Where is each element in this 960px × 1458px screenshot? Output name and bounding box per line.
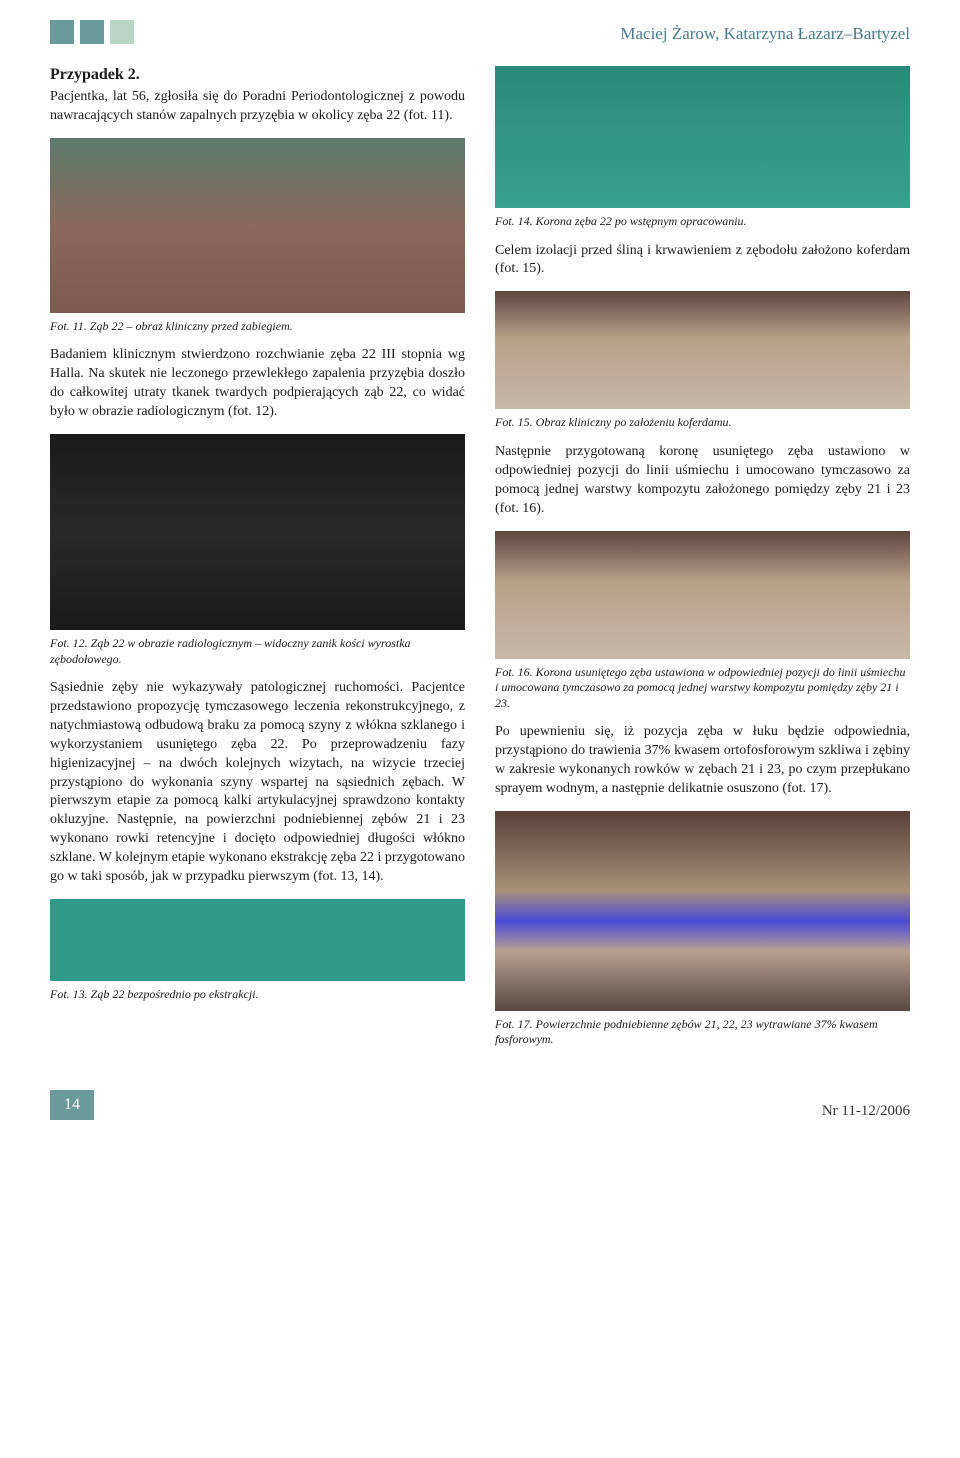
right-p1: Celem izolacji przed śliną i krwawieniem… [495, 242, 910, 280]
case-heading: Przypadek 2. [50, 66, 465, 84]
figure-12-img [50, 434, 465, 630]
figure-11-img [50, 138, 465, 313]
figure-16 [495, 531, 910, 659]
right-p3: Po upewnieniu się, iż pozycja zęba w łuk… [495, 723, 910, 799]
figure-15-caption: Fot. 15. Obraz kliniczny po założeniu ko… [495, 415, 910, 431]
left-column: Przypadek 2. Pacjentka, lat 56, zgłosiła… [50, 66, 465, 1060]
figure-11 [50, 138, 465, 313]
figure-16-caption: Fot. 16. Korona usuniętego zęba ustawion… [495, 665, 910, 712]
content-columns: Przypadek 2. Pacjentka, lat 56, zgłosiła… [50, 66, 910, 1060]
figure-12-caption: Fot. 12. Ząb 22 w obrazie radiologicznym… [50, 636, 465, 667]
figure-17-caption: Fot. 17. Powierzchnie podniebienne zębów… [495, 1017, 910, 1048]
figure-12 [50, 434, 465, 630]
square-3 [110, 20, 134, 44]
square-2 [80, 20, 104, 44]
figure-15 [495, 291, 910, 409]
header-authors: Maciej Żarow, Katarzyna Łazarz–Bartyzel [50, 24, 910, 44]
figure-14-caption: Fot. 14. Korona zęba 22 po wstępnym opra… [495, 214, 910, 230]
figure-13-img [50, 899, 465, 981]
figure-17 [495, 811, 910, 1011]
page-number: 14 [50, 1090, 94, 1120]
square-1 [50, 20, 74, 44]
figure-13 [50, 899, 465, 981]
figure-15-img [495, 291, 910, 409]
figure-13-caption: Fot. 13. Ząb 22 bezpośrednio po ekstrakc… [50, 987, 465, 1003]
left-p1: Pacjentka, lat 56, zgłosiła się do Porad… [50, 88, 465, 126]
figure-14 [495, 66, 910, 208]
right-p2: Następnie przygotowaną koronę usuniętego… [495, 443, 910, 519]
page-footer: 14 Nr 11-12/2006 [50, 1090, 910, 1120]
issue-label: Nr 11-12/2006 [822, 1103, 910, 1120]
figure-11-caption: Fot. 11. Ząb 22 – obraz kliniczny przed … [50, 319, 465, 335]
figure-14-img [495, 66, 910, 208]
figure-17-img [495, 811, 910, 1011]
left-p2: Badaniem klinicznym stwierdzono rozchwia… [50, 346, 465, 422]
figure-16-img [495, 531, 910, 659]
right-column: Fot. 14. Korona zęba 22 po wstępnym opra… [495, 66, 910, 1060]
left-p3: Sąsiednie zęby nie wykazywały patologicz… [50, 679, 465, 887]
